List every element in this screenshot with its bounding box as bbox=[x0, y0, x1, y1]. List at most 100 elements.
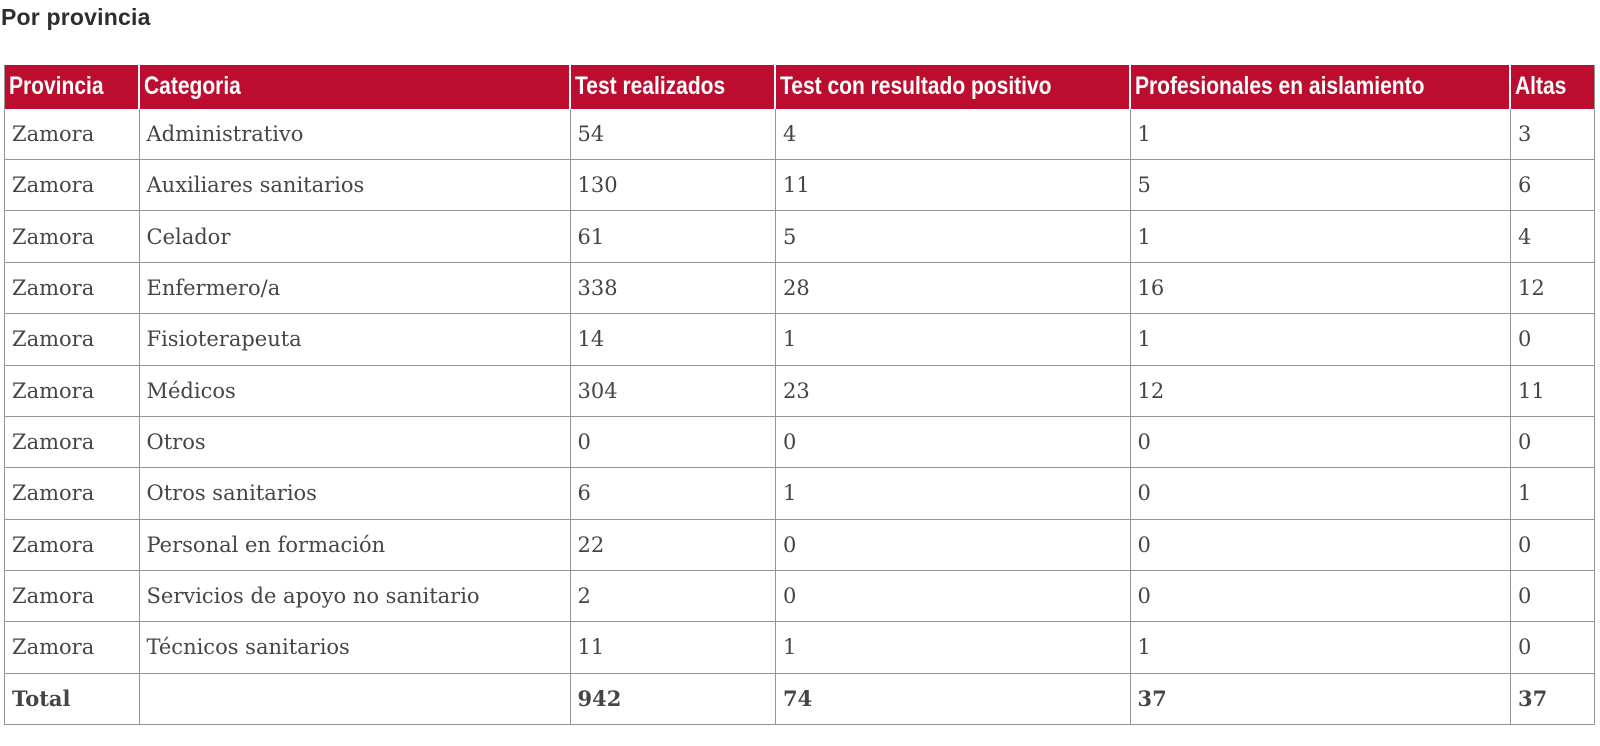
row-value-cell: 0 bbox=[1130, 519, 1511, 571]
table-header: Provincia Categoria Test realizados Test… bbox=[4, 65, 1595, 109]
column-header-profesionales-en-aislamiento: Profesionales en aislamiento bbox=[1130, 65, 1511, 109]
row-provincia-cell: Zamora bbox=[4, 108, 140, 161]
row-categoria-cell: Enfermero/a bbox=[139, 262, 571, 315]
row-value-cell: 304 bbox=[570, 365, 776, 417]
row-value-cell: 0 bbox=[776, 416, 1131, 469]
column-header-altas: Altas bbox=[1511, 65, 1595, 109]
row-provincia-cell: Zamora bbox=[4, 519, 140, 571]
row-value-cell: 1 bbox=[1130, 314, 1511, 366]
column-header-label: Profesionales en aislamiento bbox=[1134, 72, 1424, 101]
table-row: Zamora Enfermero/a 338 28 16 12 bbox=[4, 262, 1595, 315]
row-value-cell: 0 bbox=[1511, 570, 1595, 623]
row-categoria-cell: Auxiliares sanitarios bbox=[139, 160, 571, 212]
table-row: Zamora Celador 61 5 1 4 bbox=[4, 211, 1595, 263]
row-value-cell: 2 bbox=[570, 570, 776, 623]
row-value-cell: 338 bbox=[570, 262, 776, 315]
row-value-cell: 1 bbox=[1130, 622, 1511, 674]
row-value-cell: 61 bbox=[570, 211, 776, 263]
row-provincia-cell: Zamora bbox=[4, 314, 140, 366]
row-categoria-cell: Personal en formación bbox=[139, 519, 571, 571]
column-header-label: Provincia bbox=[9, 72, 104, 101]
table-row: Zamora Fisioterapeuta 14 1 1 0 bbox=[4, 314, 1595, 366]
row-value-cell: 1 bbox=[1130, 211, 1511, 263]
row-value-cell: 11 bbox=[570, 622, 776, 674]
row-value-cell: 12 bbox=[1511, 262, 1595, 315]
row-categoria-cell: Fisioterapeuta bbox=[139, 314, 571, 366]
total-value-cell: 942 bbox=[570, 673, 776, 725]
row-value-cell: 11 bbox=[1511, 365, 1595, 417]
row-value-cell: 4 bbox=[776, 108, 1131, 161]
row-provincia-cell: Zamora bbox=[4, 160, 140, 212]
table-row: Zamora Técnicos sanitarios 11 1 1 0 bbox=[4, 622, 1595, 674]
row-categoria-cell: Médicos bbox=[139, 365, 571, 417]
row-value-cell: 0 bbox=[1511, 519, 1595, 571]
table-row: Zamora Servicios de apoyo no sanitario 2… bbox=[4, 570, 1595, 623]
row-value-cell: 0 bbox=[1511, 416, 1595, 469]
row-provincia-cell: Zamora bbox=[4, 365, 140, 417]
row-value-cell: 16 bbox=[1130, 262, 1511, 315]
table-row: Zamora Personal en formación 22 0 0 0 bbox=[4, 519, 1595, 571]
row-value-cell: 0 bbox=[1130, 570, 1511, 623]
row-value-cell: 14 bbox=[570, 314, 776, 366]
column-header-label: Test con resultado positivo bbox=[780, 72, 1052, 101]
column-header-provincia: Provincia bbox=[4, 65, 140, 109]
row-value-cell: 5 bbox=[776, 211, 1131, 263]
total-empty-cell bbox=[139, 673, 571, 725]
column-header-label: Categoria bbox=[143, 72, 241, 101]
row-value-cell: 0 bbox=[776, 519, 1131, 571]
row-value-cell: 6 bbox=[1511, 160, 1595, 212]
row-value-cell: 0 bbox=[776, 570, 1131, 623]
column-header-categoria: Categoria bbox=[139, 65, 571, 109]
column-header-test-con-resultado-positivo: Test con resultado positivo bbox=[776, 65, 1131, 109]
page-title: Por provincia bbox=[1, 4, 151, 30]
row-categoria-cell: Técnicos sanitarios bbox=[139, 622, 571, 674]
row-categoria-cell: Celador bbox=[139, 211, 571, 263]
table-row: Zamora Médicos 304 23 12 11 bbox=[4, 365, 1595, 417]
column-header-label: Altas bbox=[1515, 72, 1567, 101]
total-row: Total 942 74 37 37 bbox=[4, 673, 1595, 725]
row-value-cell: 3 bbox=[1511, 108, 1595, 161]
column-header-test-realizados: Test realizados bbox=[570, 65, 776, 109]
row-value-cell: 0 bbox=[1511, 314, 1595, 366]
header-row: Provincia Categoria Test realizados Test… bbox=[4, 65, 1595, 109]
row-categoria-cell: Otros bbox=[139, 416, 571, 469]
column-header-label: Test realizados bbox=[574, 72, 725, 101]
table-row: Zamora Otros sanitarios 6 1 0 1 bbox=[4, 468, 1595, 520]
table-row: Zamora Administrativo 54 4 1 3 bbox=[4, 108, 1595, 161]
row-categoria-cell: Servicios de apoyo no sanitario bbox=[139, 570, 571, 623]
row-value-cell: 6 bbox=[570, 468, 776, 520]
row-value-cell: 130 bbox=[570, 160, 776, 212]
row-value-cell: 5 bbox=[1130, 160, 1511, 212]
total-value-cell: 37 bbox=[1130, 673, 1511, 725]
total-value-cell: 37 bbox=[1511, 673, 1595, 725]
row-value-cell: 0 bbox=[1130, 468, 1511, 520]
row-value-cell: 28 bbox=[776, 262, 1131, 315]
row-provincia-cell: Zamora bbox=[4, 570, 140, 623]
province-table: Provincia Categoria Test realizados Test… bbox=[4, 65, 1595, 725]
row-categoria-cell: Otros sanitarios bbox=[139, 468, 571, 520]
table-row: Zamora Auxiliares sanitarios 130 11 5 6 bbox=[4, 160, 1595, 212]
row-categoria-cell: Administrativo bbox=[139, 108, 571, 161]
row-value-cell: 0 bbox=[570, 416, 776, 469]
row-value-cell: 22 bbox=[570, 519, 776, 571]
page: Por provincia Provincia Categoria Test r… bbox=[0, 4, 1600, 725]
row-value-cell: 23 bbox=[776, 365, 1131, 417]
row-value-cell: 1 bbox=[1511, 468, 1595, 520]
row-value-cell: 1 bbox=[776, 314, 1131, 366]
total-label-cell: Total bbox=[4, 673, 140, 725]
row-value-cell: 54 bbox=[570, 108, 776, 161]
row-provincia-cell: Zamora bbox=[4, 211, 140, 263]
row-provincia-cell: Zamora bbox=[4, 468, 140, 520]
row-value-cell: 1 bbox=[776, 622, 1131, 674]
row-value-cell: 1 bbox=[776, 468, 1131, 520]
row-value-cell: 12 bbox=[1130, 365, 1511, 417]
row-value-cell: 0 bbox=[1130, 416, 1511, 469]
row-provincia-cell: Zamora bbox=[4, 262, 140, 315]
row-value-cell: 4 bbox=[1511, 211, 1595, 263]
row-value-cell: 0 bbox=[1511, 622, 1595, 674]
row-value-cell: 11 bbox=[776, 160, 1131, 212]
row-provincia-cell: Zamora bbox=[4, 416, 140, 469]
row-value-cell: 1 bbox=[1130, 108, 1511, 161]
table-row: Zamora Otros 0 0 0 0 bbox=[4, 416, 1595, 469]
table-body: Zamora Administrativo 54 4 1 3 Zamora Au… bbox=[4, 108, 1595, 725]
